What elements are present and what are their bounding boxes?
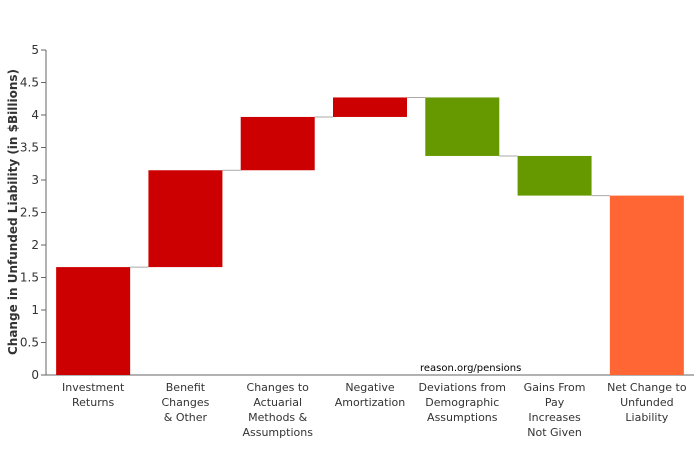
y-tick-label: 4.5 [20, 76, 39, 90]
category-label: Negative Amortization [335, 381, 405, 409]
connector-lines [130, 96, 610, 268]
bar [56, 267, 131, 375]
y-tick-label: 4 [31, 108, 39, 122]
bar [609, 195, 684, 375]
y-tick-label: 2.5 [20, 206, 39, 220]
y-tick-label: 1.5 [20, 271, 39, 285]
bar [333, 97, 407, 117]
bar [517, 155, 592, 196]
y-tick-label: 0 [31, 368, 39, 382]
category-label: Deviations from Demographic Assumptions [419, 381, 506, 424]
category-label: Changes to Actuarial Methods & Assumptions [242, 381, 313, 439]
chart-bars [56, 97, 684, 375]
category-labels: Investment Returns Benefit Changes & Other Ch… [62, 381, 687, 439]
y-tick-label: 3 [31, 173, 39, 187]
bar [240, 116, 315, 171]
chart-axes: 0 0.5 1 1.5 2 2.5 3 3.5 4 4.5 5 [20, 43, 694, 382]
y-tick-label: 3.5 [20, 141, 39, 155]
y-tick-label: 2 [31, 238, 39, 252]
y-axis-label: Change in Unfunded Liability (in $Billio… [6, 69, 20, 355]
category-label: Net Change to Unfunded Liability [607, 381, 687, 424]
y-tick-label: 0.5 [20, 336, 39, 350]
source-note: reason.org/pensions [420, 363, 521, 374]
y-tick-label: 1 [31, 303, 39, 317]
bar [425, 97, 500, 156]
category-label: Benefit Changes & Other [161, 381, 209, 424]
bar [148, 170, 223, 268]
y-tick-label: 5 [31, 43, 39, 57]
category-label: Gains From Pay Increases Not Given [524, 381, 586, 439]
category-label: Investment Returns [62, 381, 125, 409]
